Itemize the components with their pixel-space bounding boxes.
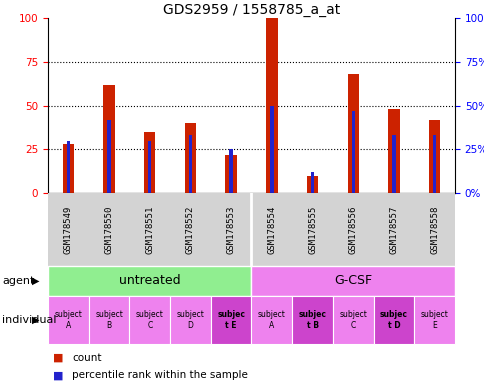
Bar <box>251 266 454 296</box>
Text: GSM178558: GSM178558 <box>429 205 438 254</box>
Bar <box>229 149 232 193</box>
Text: GSM178551: GSM178551 <box>145 205 154 254</box>
Text: GSM178557: GSM178557 <box>389 205 398 254</box>
Text: agent: agent <box>2 276 35 286</box>
Bar <box>48 296 89 344</box>
Bar <box>291 296 332 344</box>
Bar <box>413 296 454 344</box>
Text: subject
C: subject C <box>136 310 164 330</box>
Text: ▶: ▶ <box>31 276 39 286</box>
Text: subject
E: subject E <box>420 310 448 330</box>
Bar <box>89 296 129 344</box>
Bar <box>170 296 211 344</box>
Text: GSM178553: GSM178553 <box>226 205 235 254</box>
Bar <box>310 172 314 193</box>
Bar <box>392 135 395 193</box>
Bar <box>148 141 151 193</box>
Bar <box>184 123 196 193</box>
Text: GSM178552: GSM178552 <box>185 205 195 254</box>
Text: subject
A: subject A <box>257 310 285 330</box>
Bar <box>188 135 192 193</box>
Bar <box>129 296 170 344</box>
Bar <box>107 119 110 193</box>
Bar <box>432 135 436 193</box>
Text: GSM178550: GSM178550 <box>105 205 113 254</box>
Text: percentile rank within the sample: percentile rank within the sample <box>72 370 248 380</box>
Text: subject
D: subject D <box>176 310 204 330</box>
Text: subject
C: subject C <box>339 310 366 330</box>
Bar <box>266 18 277 193</box>
Bar <box>103 84 115 193</box>
Bar <box>225 154 236 193</box>
Text: count: count <box>72 353 102 363</box>
Bar <box>211 296 251 344</box>
Bar <box>332 296 373 344</box>
Text: GSM178555: GSM178555 <box>307 205 317 254</box>
Bar <box>270 106 273 193</box>
Text: untreated: untreated <box>119 275 180 288</box>
Text: subject
A: subject A <box>54 310 82 330</box>
Text: subjec
t B: subjec t B <box>298 310 326 330</box>
Text: subjec
t E: subjec t E <box>217 310 244 330</box>
Text: GSM178554: GSM178554 <box>267 205 276 254</box>
Text: GSM178556: GSM178556 <box>348 205 357 254</box>
Bar <box>62 144 74 193</box>
Bar <box>351 111 354 193</box>
Bar <box>144 132 155 193</box>
Bar <box>373 296 413 344</box>
Text: ■: ■ <box>53 353 63 363</box>
Bar <box>347 74 358 193</box>
Text: individual: individual <box>2 315 57 325</box>
Text: subjec
t D: subjec t D <box>379 310 407 330</box>
Text: GSM178549: GSM178549 <box>64 205 73 254</box>
Bar <box>388 109 399 193</box>
Title: GDS2959 / 1558785_a_at: GDS2959 / 1558785_a_at <box>163 3 339 17</box>
Bar <box>66 141 70 193</box>
Bar <box>428 119 439 193</box>
Bar <box>251 296 291 344</box>
Bar <box>306 175 318 193</box>
Text: subject
B: subject B <box>95 310 123 330</box>
Text: ■: ■ <box>53 370 63 380</box>
Text: G-CSF: G-CSF <box>333 275 372 288</box>
Text: ▶: ▶ <box>31 315 39 325</box>
Bar <box>48 266 251 296</box>
